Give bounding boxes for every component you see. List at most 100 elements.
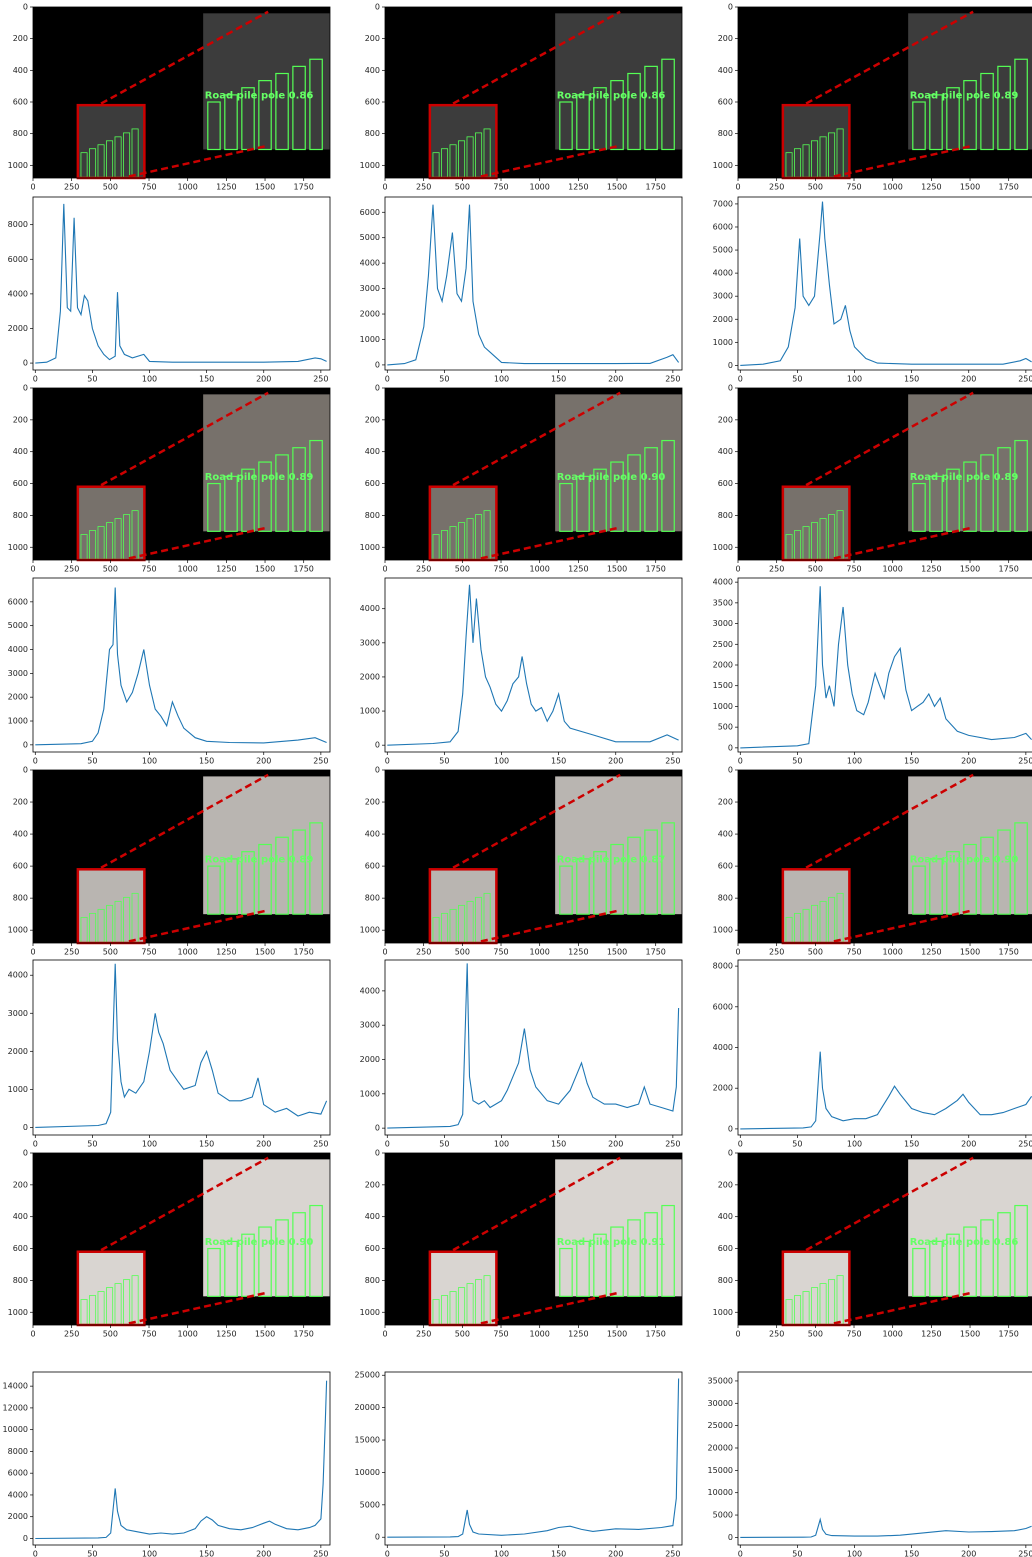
y-tick-label: 15000 — [355, 1436, 380, 1445]
x-tick-label: 200 — [961, 375, 976, 384]
x-tick-label: 0 — [382, 1330, 387, 1339]
detection-label: Road pile pole 0.86 — [910, 1237, 1019, 1248]
x-tick-label: 500 — [808, 183, 823, 192]
y-tick-label: 0 — [375, 1533, 380, 1542]
panel: Road pile pole 0.89025050075010001250150… — [713, 3, 1032, 192]
y-tick-label: 800 — [365, 511, 380, 520]
y-tick-label: 0 — [375, 360, 380, 369]
histogram-line — [387, 1379, 678, 1538]
x-tick-label: 250 — [769, 565, 784, 574]
x-tick-label: 50 — [439, 375, 449, 384]
y-tick-label: 2500 — [713, 640, 733, 649]
x-tick-label: 50 — [792, 375, 802, 384]
x-tick-label: 250 — [64, 948, 79, 957]
y-tick-label: 4000 — [8, 1490, 28, 1499]
y-tick-label: 6000 — [8, 597, 28, 606]
x-tick-label: 1250 — [216, 183, 236, 192]
x-tick-label: 0 — [738, 1140, 743, 1149]
y-tick-label: 200 — [365, 415, 380, 424]
y-tick-label: 1000 — [8, 161, 28, 170]
y-tick-label: 600 — [365, 862, 380, 871]
y-tick-label: 35000 — [708, 1376, 733, 1385]
inset-photo — [430, 1252, 497, 1325]
x-tick-label: 200 — [961, 757, 976, 766]
x-tick-label: 150 — [199, 757, 214, 766]
y-tick-label: 12000 — [3, 1403, 28, 1412]
y-tick-label: 0 — [728, 1533, 733, 1542]
y-tick-label: 14000 — [3, 1382, 28, 1391]
x-tick-label: 50 — [87, 1140, 97, 1149]
y-tick-label: 4000 — [8, 971, 28, 980]
x-tick-label: 1250 — [568, 1330, 588, 1339]
x-tick-label: 1750 — [646, 1330, 666, 1339]
panel: 0501001502002500500010000150002000025000… — [708, 1372, 1032, 1557]
panel: 05010015020025001000200030004000 — [8, 960, 330, 1149]
y-tick-label: 600 — [718, 1244, 733, 1253]
axes-frame — [385, 1372, 682, 1545]
x-tick-label: 1500 — [255, 565, 275, 574]
axes-frame — [738, 197, 1032, 370]
x-tick-label: 500 — [455, 565, 470, 574]
y-tick-label: 400 — [365, 830, 380, 839]
y-tick-label: 600 — [365, 1244, 380, 1253]
y-tick-label: 3000 — [360, 1021, 380, 1030]
y-tick-label: 2000 — [713, 661, 733, 670]
x-tick-label: 750 — [141, 948, 156, 957]
panel: Road pile pole 0.90025050075010001250150… — [8, 1149, 330, 1339]
y-tick-label: 10000 — [355, 1468, 380, 1477]
x-tick-label: 0 — [33, 1140, 38, 1149]
x-tick-label: 1500 — [607, 183, 627, 192]
y-tick-label: 800 — [365, 1276, 380, 1285]
y-tick-label: 600 — [365, 479, 380, 488]
x-tick-label: 50 — [87, 375, 97, 384]
panel: 0501001502002500100020003000400050006000 — [8, 578, 330, 766]
y-tick-label: 1000 — [360, 161, 380, 170]
y-tick-label: 200 — [718, 1180, 733, 1189]
y-tick-label: 3000 — [8, 669, 28, 678]
x-tick-label: 100 — [142, 375, 157, 384]
y-tick-label: 1500 — [713, 681, 733, 690]
y-tick-label: 800 — [718, 511, 733, 520]
x-tick-label: 1250 — [568, 565, 588, 574]
x-tick-label: 500 — [455, 1330, 470, 1339]
y-tick-label: 3000 — [713, 619, 733, 628]
x-tick-label: 1500 — [607, 948, 627, 957]
x-tick-label: 0 — [382, 948, 387, 957]
x-tick-label: 50 — [792, 1550, 802, 1557]
x-tick-label: 150 — [551, 375, 566, 384]
x-tick-label: 250 — [64, 183, 79, 192]
y-tick-label: 400 — [13, 830, 28, 839]
inset-photo — [783, 1252, 850, 1325]
y-tick-label: 4000 — [360, 259, 380, 268]
y-tick-label: 500 — [718, 723, 733, 732]
y-tick-label: 400 — [365, 1212, 380, 1221]
y-tick-label: 3000 — [360, 638, 380, 647]
y-tick-label: 0 — [375, 384, 380, 393]
y-tick-label: 0 — [728, 1124, 733, 1133]
detection-label: Road pile pole 0.89 — [205, 472, 314, 483]
x-tick-label: 0 — [30, 565, 35, 574]
panel: 0501001502002500100020003000400050006000… — [713, 197, 1032, 384]
x-tick-label: 0 — [382, 183, 387, 192]
x-tick-label: 1250 — [568, 948, 588, 957]
inset-photo — [430, 869, 497, 943]
zoom-photo — [203, 13, 330, 149]
inset-photo — [78, 869, 145, 943]
y-tick-label: 4000 — [713, 578, 733, 587]
y-tick-label: 0 — [375, 766, 380, 775]
y-tick-label: 0 — [375, 741, 380, 750]
y-tick-label: 200 — [13, 415, 28, 424]
y-tick-label: 7000 — [713, 199, 733, 208]
y-tick-label: 4000 — [8, 289, 28, 298]
y-tick-label: 1000 — [8, 1308, 28, 1317]
x-tick-label: 1250 — [921, 1330, 941, 1339]
y-tick-label: 200 — [718, 798, 733, 807]
axes-frame — [385, 578, 682, 752]
x-tick-label: 500 — [808, 1330, 823, 1339]
x-tick-label: 100 — [494, 757, 509, 766]
x-tick-label: 500 — [103, 1330, 118, 1339]
y-tick-label: 2000 — [8, 324, 28, 333]
axes-frame — [738, 578, 1032, 752]
zoom-photo — [555, 1159, 682, 1296]
x-tick-label: 250 — [416, 183, 431, 192]
